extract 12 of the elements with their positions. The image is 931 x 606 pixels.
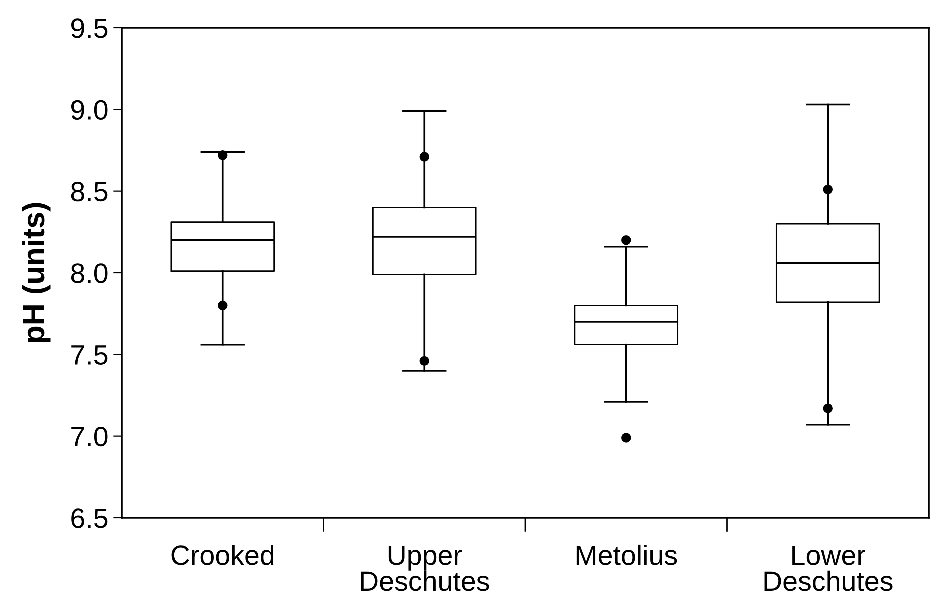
y-tick-label: 9.0 <box>71 100 108 120</box>
y-tick-label: 9.5 <box>71 18 108 38</box>
y-tick-label: 8.0 <box>71 264 108 284</box>
y-axis-title: pH (units) <box>22 203 51 342</box>
y-tick-label: 6.5 <box>72 508 108 528</box>
y-tick-label: 8.5 <box>71 182 108 202</box>
y-tick-label: 7.0 <box>72 427 108 447</box>
x-tick-label: Metolius <box>576 544 678 566</box>
x-tick-label: Lower Deschutes <box>764 546 893 592</box>
x-tick-label: Upper Deschutes <box>361 546 490 592</box>
x-tick-label: Crooked <box>172 544 274 566</box>
y-tick-label: 7.5 <box>72 346 108 366</box>
